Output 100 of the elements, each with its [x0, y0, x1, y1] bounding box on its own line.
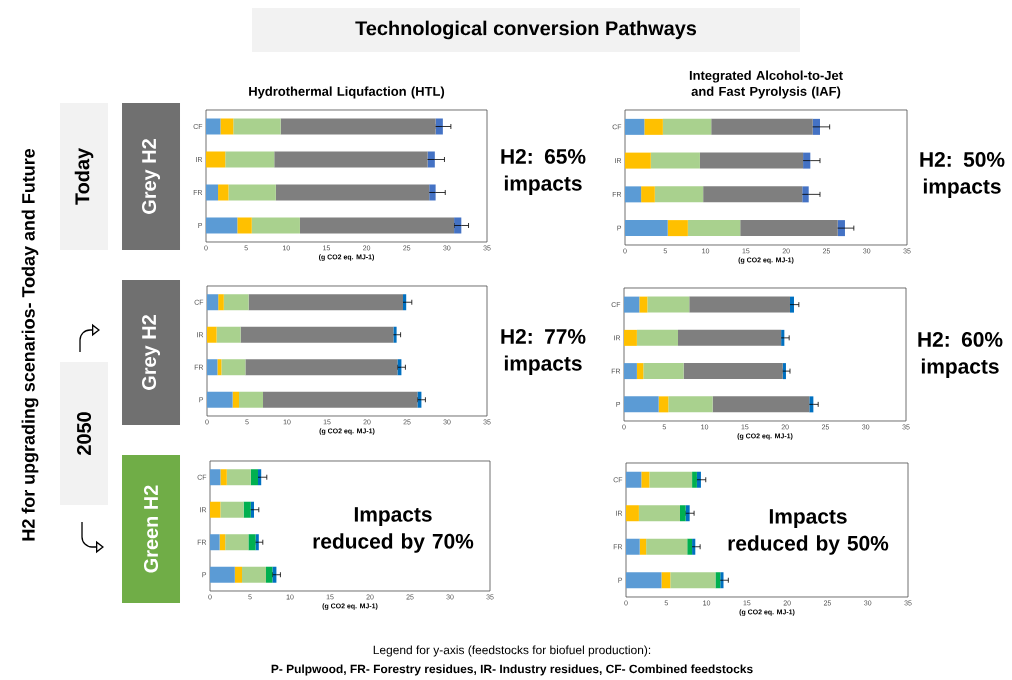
text: Today — [74, 147, 94, 205]
bar — [218, 184, 229, 201]
bar — [245, 359, 398, 376]
annotation: Impacts reduced by 50% — [728, 509, 889, 555]
bar — [712, 396, 810, 413]
bar — [626, 471, 642, 488]
text: P- Pulpwood, FR- Forestry residues, IR- Industry residues, CF- Combined feedstocks — [271, 664, 753, 676]
bar — [228, 184, 276, 201]
bar — [625, 152, 651, 169]
bar — [679, 505, 686, 522]
bar — [689, 296, 790, 313]
bar — [626, 572, 662, 589]
text: Grey H2 — [141, 315, 161, 390]
bar — [636, 363, 644, 380]
text: Green H2 — [143, 485, 159, 573]
bar — [649, 471, 693, 488]
bar — [661, 572, 671, 589]
bar — [250, 469, 259, 486]
bar — [685, 505, 690, 522]
text: H2: 77% impacts — [501, 329, 586, 375]
bar — [280, 118, 436, 135]
bar — [243, 501, 251, 518]
bar — [217, 359, 222, 376]
bar — [248, 294, 404, 311]
bar — [809, 396, 814, 413]
bar — [225, 151, 275, 168]
bar — [266, 566, 273, 583]
bar — [643, 363, 684, 380]
chart-title: Integrated Alcohol-to-Jet and Fast Pyrolysis (IAF) — [689, 70, 843, 99]
bar — [703, 186, 803, 203]
bar — [206, 118, 221, 135]
bar — [233, 118, 281, 135]
bar — [668, 396, 713, 413]
bar — [242, 566, 267, 583]
bar — [802, 186, 809, 203]
bar — [625, 118, 645, 135]
text: H2: 60% impacts — [918, 332, 1003, 378]
bar — [275, 184, 430, 201]
bar — [226, 469, 251, 486]
bar — [435, 118, 443, 135]
bar — [662, 118, 712, 135]
bar — [263, 391, 418, 408]
bar — [299, 217, 455, 234]
bar — [207, 391, 233, 408]
bar — [650, 152, 700, 169]
bar — [624, 296, 640, 313]
bar — [393, 326, 397, 343]
bar — [720, 572, 724, 589]
text: Technological conversion Pathways — [355, 20, 697, 40]
bar — [206, 184, 219, 201]
bar — [207, 294, 219, 311]
bar — [220, 469, 227, 486]
bar — [639, 538, 647, 555]
bar — [223, 294, 249, 311]
bar — [210, 469, 221, 486]
bar — [274, 151, 428, 168]
text: H2: 65% impacts — [501, 149, 586, 195]
text: 2050 — [76, 412, 92, 455]
bar — [658, 396, 669, 413]
bar — [210, 566, 235, 583]
bar — [667, 220, 688, 237]
bar — [670, 572, 716, 589]
annotation: Impacts reduced by 70% — [313, 507, 474, 553]
bar — [210, 501, 221, 518]
bar — [207, 359, 218, 376]
text: H2: 50% impacts — [920, 152, 1005, 198]
bar — [234, 566, 243, 583]
bar — [687, 538, 693, 555]
bar — [789, 296, 795, 313]
bar — [641, 471, 650, 488]
bar — [625, 186, 642, 203]
bar — [216, 326, 241, 343]
bar — [711, 118, 813, 135]
bar — [624, 363, 637, 380]
bar — [687, 220, 741, 237]
bar — [225, 534, 249, 551]
bar — [220, 118, 234, 135]
bar — [232, 391, 240, 408]
text: Legend for y-axis (feedstocks for biofuel production): — [373, 645, 651, 657]
bar — [239, 391, 264, 408]
bar — [429, 184, 436, 201]
bar — [248, 534, 256, 551]
bar — [626, 505, 639, 522]
chart-title: Hydrothermal Liqufaction (HTL) — [249, 86, 445, 99]
text: H2 for upgrading scenarios- Today and Future — [21, 148, 39, 541]
text: Grey H2 — [141, 139, 161, 214]
bar — [636, 329, 678, 346]
bar — [218, 294, 224, 311]
bar — [644, 118, 663, 135]
bar — [639, 296, 648, 313]
bar — [654, 186, 704, 203]
bar — [740, 220, 838, 237]
bar — [206, 151, 226, 168]
bar — [221, 359, 246, 376]
bar — [692, 471, 697, 488]
bar — [210, 534, 220, 551]
bar — [641, 186, 655, 203]
bar — [624, 329, 637, 346]
bar — [206, 217, 238, 234]
bar — [220, 501, 244, 518]
